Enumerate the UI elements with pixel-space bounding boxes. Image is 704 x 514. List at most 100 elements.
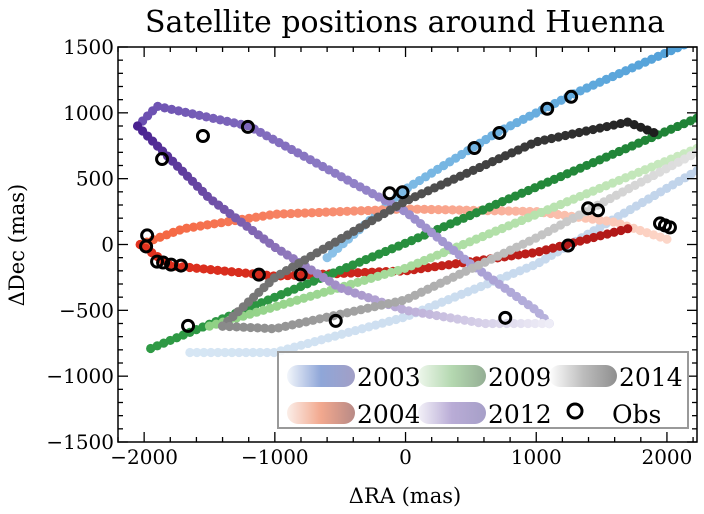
orbit-point-2012	[537, 318, 547, 329]
orbit-point-2012	[187, 109, 198, 119]
obs-point	[662, 220, 677, 235]
orbit-point-2014	[253, 323, 263, 333]
obs-point	[540, 101, 555, 116]
orbit-point-2014	[609, 120, 619, 130]
obs-point	[467, 140, 482, 155]
orbit-point-2014	[231, 322, 242, 332]
orbit-point-2014	[553, 132, 564, 142]
orbit-point-2004	[553, 209, 563, 220]
orbit-point-2004	[314, 207, 324, 218]
orbit-point-2009	[692, 113, 697, 123]
orbit-point-2004	[513, 250, 524, 260]
orbit-point-2004	[440, 205, 451, 215]
orbit-point-2003	[213, 347, 223, 358]
orbit-point-2004	[199, 264, 209, 274]
orbit-point-2014	[560, 130, 570, 141]
y-tick-label: −1500	[46, 430, 114, 454]
orbit-point-2004	[265, 210, 275, 220]
observations	[139, 89, 677, 333]
orbit-point-2004	[353, 268, 363, 278]
y-tick-label: 500	[76, 167, 114, 191]
orbit-point-2004	[370, 205, 380, 215]
series-2014	[217, 117, 697, 334]
orbit-point-2014	[246, 322, 256, 333]
orbit-point-2014	[595, 123, 605, 133]
orbit-point-2012	[509, 318, 519, 329]
orbit-point-2014	[342, 308, 352, 318]
obs-point	[564, 89, 579, 104]
legend-swatch-2009	[418, 365, 486, 387]
orbit-point-2012	[222, 116, 232, 126]
obs-point	[591, 203, 606, 218]
orbit-point-2012	[480, 318, 491, 329]
legend-label-2004: 2004	[357, 400, 421, 429]
orbit-point-2004	[504, 206, 514, 216]
orbit-point-2004	[223, 216, 233, 227]
axes: −2000 −1000 0 1000 2000 −1500 −1000 −500 0 500 100…	[46, 35, 698, 469]
legend-swatch-2012	[418, 402, 486, 424]
orbit-point-2012	[516, 318, 526, 329]
orbit-point-2004	[662, 234, 672, 244]
orbit-point-2004	[272, 209, 282, 219]
orbit-point-2014	[588, 124, 598, 135]
orbit-point-2014	[356, 305, 366, 315]
orbit-point-2014	[363, 303, 373, 313]
y-tick-label: 0	[101, 233, 114, 257]
orbit-point-2012	[459, 315, 470, 325]
orbit-point-2012	[173, 106, 184, 116]
orbit-point-2012	[425, 309, 435, 319]
orbit-point-2014	[267, 324, 277, 334]
orbit-point-2014	[224, 321, 235, 332]
orbit-point-2012	[432, 310, 442, 321]
orbit-point-2012	[523, 318, 533, 329]
orbit-point-2003	[227, 347, 237, 358]
orbit-point-2012	[418, 308, 428, 318]
orbit-point-2004	[335, 206, 345, 217]
orbit-point-2004	[321, 207, 331, 217]
orbit-point-2004	[433, 205, 444, 215]
orbit-point-2014	[315, 314, 325, 324]
orbit-point-2014	[540, 135, 550, 145]
obs-point	[156, 255, 171, 270]
orbit-point-2004	[227, 267, 237, 277]
orbit-point-2004	[447, 205, 458, 215]
legend-label-obs: Obs	[612, 400, 661, 429]
orbit-point-2014	[376, 300, 387, 310]
x-tick-label: −2000	[110, 445, 178, 469]
orbit-point-2004	[454, 205, 465, 215]
y-tick-label: −500	[59, 298, 114, 322]
orbit-point-2014	[274, 323, 284, 333]
obs-point	[251, 267, 266, 282]
orbit-point-2012	[201, 112, 211, 122]
orbit-point-2012	[411, 307, 421, 317]
legend-swatch-2004	[287, 402, 355, 424]
orbit-point-2014	[390, 297, 400, 307]
obs-point	[240, 119, 255, 134]
orbit-point-2012	[194, 110, 204, 120]
y-axis-label: ΔDec (mas)	[5, 184, 29, 306]
orbit-point-2003	[220, 347, 230, 358]
orbit-point-2014	[567, 129, 577, 139]
orbit-point-2012	[180, 107, 191, 117]
orbit-point-2012	[466, 316, 477, 327]
orbit-point-2012	[446, 313, 456, 323]
orbit-point-2004	[426, 204, 436, 215]
orbit-point-2004	[328, 207, 338, 217]
orbit-point-2012	[488, 318, 498, 329]
orbit-point-2004	[192, 263, 202, 273]
legend-label-2009: 2009	[488, 363, 552, 392]
orbit-point-2012	[208, 113, 218, 123]
orbit-point-2003	[262, 347, 272, 358]
orbit-point-2012	[215, 115, 225, 125]
x-tick-label: −1000	[241, 445, 309, 469]
y-tick-label: 1500	[63, 35, 114, 59]
orbit-point-2004	[520, 249, 531, 259]
orbit-point-2014	[294, 318, 304, 328]
orbit-point-2012	[160, 103, 170, 113]
obs-point	[328, 313, 343, 328]
orbit-point-2004	[181, 223, 192, 233]
orbit-point-2012	[167, 104, 177, 114]
orbit-point-2003	[692, 35, 701, 44]
orbit-point-2014	[239, 322, 249, 332]
series-2012	[133, 101, 554, 329]
